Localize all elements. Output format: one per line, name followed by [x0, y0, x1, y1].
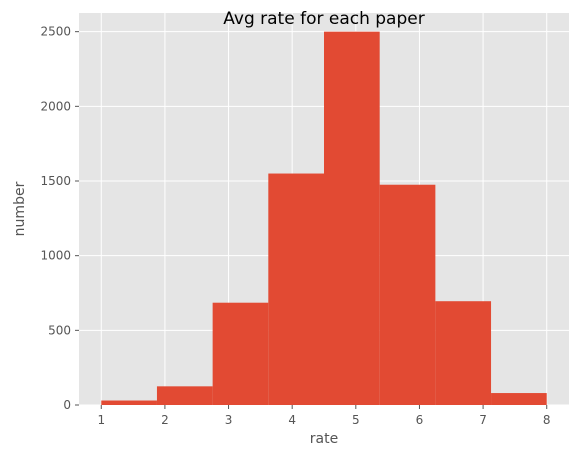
y-tick-label: 1000 — [40, 249, 71, 263]
y-tick-label: 2000 — [40, 99, 71, 113]
y-tick-label: 0 — [63, 398, 71, 412]
x-tick-label: 3 — [225, 413, 233, 427]
x-tick-label: 1 — [97, 413, 105, 427]
histogram-bar — [101, 400, 157, 405]
x-tick-label: 5 — [352, 413, 360, 427]
histogram-bar — [435, 301, 492, 405]
x-tick-label: 6 — [416, 413, 424, 427]
y-tick-label: 1500 — [40, 174, 71, 188]
histogram-bar — [268, 173, 324, 405]
histogram-bar — [156, 386, 213, 405]
y-ticks: 0 500 1000 1500 2000 2500 — [40, 25, 79, 412]
y-tick-label: 500 — [48, 323, 71, 337]
x-axis-label: rate — [310, 431, 338, 447]
histogram-bar — [212, 302, 269, 405]
y-axis-label: number — [12, 181, 28, 236]
chart-title: Avg rate for each paper — [223, 9, 424, 29]
x-tick-label: 7 — [479, 413, 487, 427]
x-ticks: 1 2 3 4 5 6 7 8 — [97, 405, 551, 427]
histogram-bar — [324, 31, 380, 406]
x-tick-label: 8 — [543, 413, 551, 427]
histogram-bar — [491, 393, 547, 405]
histogram-bar — [379, 184, 436, 405]
y-tick-label: 2500 — [40, 25, 71, 39]
x-tick-label: 2 — [161, 413, 169, 427]
x-tick-label: 4 — [288, 413, 296, 427]
bars — [101, 31, 547, 406]
